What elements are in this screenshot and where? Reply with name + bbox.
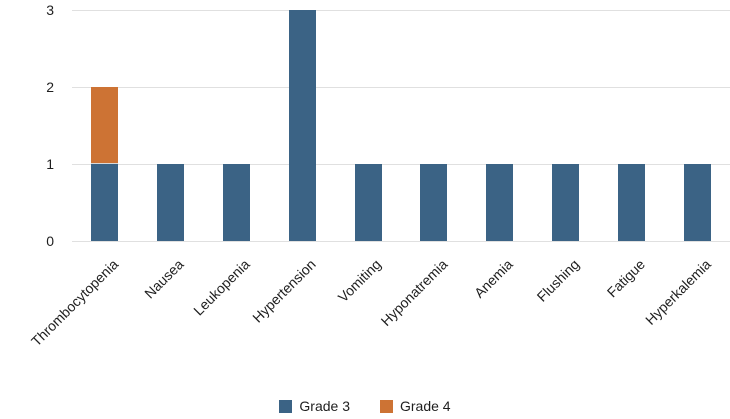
x-axis-label: Leukopenia xyxy=(190,256,253,319)
bar-segment-grade-3 xyxy=(223,164,250,241)
legend-item: Grade 4 xyxy=(380,398,451,415)
y-tick-label: 3 xyxy=(46,2,54,18)
legend-item: Grade 3 xyxy=(279,398,350,415)
x-axis-label: Nausea xyxy=(141,256,188,302)
bar-segment-grade-3 xyxy=(420,164,448,241)
gridline xyxy=(72,10,730,11)
bar-segment-grade-3 xyxy=(683,164,711,241)
legend: Grade 3 Grade 4 xyxy=(0,398,730,415)
x-axis-label: Vomiting xyxy=(335,256,385,306)
bar-segment-grade-3 xyxy=(617,164,645,241)
bar-segment-grade-3 xyxy=(91,164,119,241)
x-axis-label: Hyperkalemia xyxy=(641,256,714,328)
bar-segment-grade-3 xyxy=(486,164,514,241)
x-axis-label: Hyponatremia xyxy=(377,256,451,329)
bar-segment-grade-3 xyxy=(354,164,382,241)
legend-label: Grade 4 xyxy=(400,398,451,414)
legend-label: Grade 3 xyxy=(299,398,350,414)
bar-segment-grade-4 xyxy=(91,87,119,164)
x-axis-label: Fatigue xyxy=(603,256,648,301)
legend-swatch-grade-4 xyxy=(380,400,393,413)
gridline xyxy=(72,164,730,165)
y-tick-label: 1 xyxy=(46,156,54,172)
gridline xyxy=(72,87,730,88)
x-axis-label: Flushing xyxy=(533,256,582,305)
x-axis-label: Hypertension xyxy=(248,256,319,326)
y-tick-label: 2 xyxy=(46,79,54,95)
bar-segment-grade-3 xyxy=(288,10,316,241)
x-axis-label: Thrombocytopenia xyxy=(27,256,122,350)
y-tick-label: 0 xyxy=(46,233,54,249)
x-axis-label: Anemia xyxy=(471,256,517,301)
bar-segment-grade-3 xyxy=(157,164,185,241)
gridline xyxy=(72,241,730,242)
legend-swatch-grade-3 xyxy=(279,400,293,413)
bar-segment-grade-3 xyxy=(552,164,579,241)
